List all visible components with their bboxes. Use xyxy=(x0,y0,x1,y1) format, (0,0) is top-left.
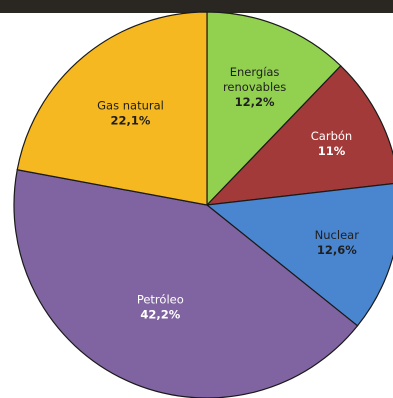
slice-value-label: 12,2% xyxy=(235,95,275,109)
slice-name-label: Carbón xyxy=(311,129,352,143)
pie-slice-energ-as-renovables xyxy=(206,11,342,207)
slice-value-label: 22,1% xyxy=(111,114,151,128)
slice-value-label: 11% xyxy=(318,144,346,158)
top-dark-strip xyxy=(0,0,393,13)
slice-name-label: Energías xyxy=(230,65,280,79)
pie-slice-carb-n xyxy=(205,65,393,206)
pie-slice-gas-natural xyxy=(16,11,208,206)
slice-value-label: 42,2% xyxy=(140,307,180,321)
slice-name-label: renovables xyxy=(223,80,286,94)
slice-name-label: Petróleo xyxy=(137,292,184,306)
slice-value-label: 12,6% xyxy=(317,243,357,257)
pie-slice-petr-leo xyxy=(13,169,359,398)
slice-name-label: Nuclear xyxy=(315,228,360,242)
pie-slice-nuclear xyxy=(205,182,393,327)
slice-name-label: Gas natural xyxy=(97,99,164,113)
